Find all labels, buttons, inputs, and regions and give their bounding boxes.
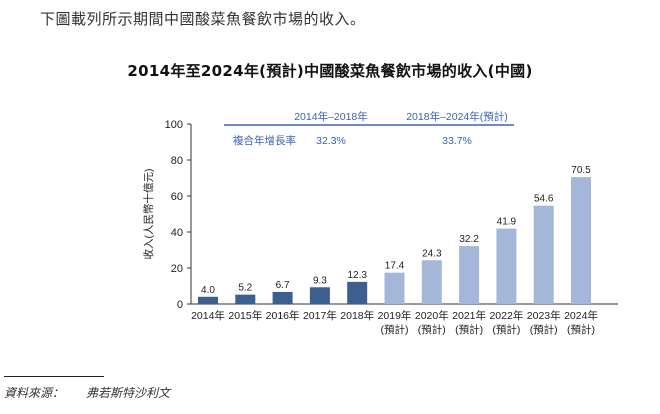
bar-value-label: 9.3 — [313, 275, 327, 286]
x-tick-label: (預計) — [455, 323, 483, 336]
bar — [496, 228, 517, 304]
bar — [533, 205, 554, 304]
bar — [198, 296, 218, 304]
x-tick-label: (預計) — [381, 323, 409, 336]
source-label: 資料來源： — [4, 386, 65, 400]
source-divider — [4, 376, 104, 377]
y-tick-label: 80 — [171, 155, 183, 167]
source-value: 弗若斯特沙利文 — [86, 386, 171, 400]
x-tick-label: 2020年 — [415, 309, 449, 322]
x-tick-label: 2024年 — [564, 309, 598, 322]
x-tick-label: 2017年 — [303, 309, 337, 322]
bar-value-label: 17.4 — [385, 261, 405, 272]
cagr-header: 2018年–2024年(預計) — [406, 110, 508, 123]
bar — [384, 272, 405, 304]
bar-value-label: 41.9 — [497, 217, 517, 228]
y-tick-label: 20 — [171, 263, 183, 275]
x-tick-label: 2016年 — [266, 309, 300, 322]
chart-title: 2014年至2024年(預計)中國酸菜魚餐飲市場的收入(中國) — [127, 62, 533, 80]
cagr-value: 32.3% — [316, 135, 346, 147]
x-tick-label: 2023年 — [527, 309, 561, 322]
x-tick-label: (預計) — [418, 323, 446, 336]
x-tick-label: 2021年 — [452, 309, 486, 322]
bar-value-label: 6.7 — [276, 280, 290, 291]
bar — [272, 291, 293, 304]
x-tick-label: 2022年 — [489, 309, 523, 322]
cagr-value: 33.7% — [442, 135, 472, 147]
y-tick-label: 60 — [171, 191, 183, 203]
bar-value-label: 4.0 — [201, 285, 215, 296]
bar — [421, 260, 442, 304]
x-tick-label: (預計) — [567, 323, 595, 336]
cagr-row-label: 複合年增長率 — [233, 134, 296, 147]
bar-value-label: 70.5 — [571, 165, 591, 176]
bar — [571, 177, 591, 304]
y-axis-label: 收入(人民幣十億元) — [142, 169, 155, 260]
bar-value-label: 5.2 — [238, 283, 252, 294]
bar-value-label: 12.3 — [347, 270, 367, 281]
cagr-header: 2014年–2018年 — [294, 110, 368, 123]
bar-value-label: 54.6 — [534, 194, 554, 205]
bar — [347, 281, 368, 304]
y-tick-label: 0 — [177, 299, 183, 311]
x-tick-label: 2015年 — [228, 309, 262, 322]
intro-text: 下圖載列所示期間中國酸菜魚餐飲市場的收入。 — [40, 10, 366, 28]
bar — [459, 246, 480, 304]
bar-value-label: 32.2 — [459, 234, 479, 245]
bar — [309, 287, 330, 304]
x-tick-label: 2014年 — [191, 309, 225, 322]
source-note: 資料來源： 弗若斯特沙利文 — [4, 384, 170, 401]
bar-value-label: 24.3 — [422, 248, 442, 259]
x-tick-label: (預計) — [530, 323, 558, 336]
bar — [235, 294, 256, 304]
x-tick-label: (預計) — [492, 323, 520, 336]
y-tick-label: 100 — [165, 119, 183, 131]
x-tick-label: 2019年 — [378, 309, 412, 322]
x-tick-label: 2018年 — [340, 309, 374, 322]
y-tick-label: 40 — [171, 227, 183, 239]
